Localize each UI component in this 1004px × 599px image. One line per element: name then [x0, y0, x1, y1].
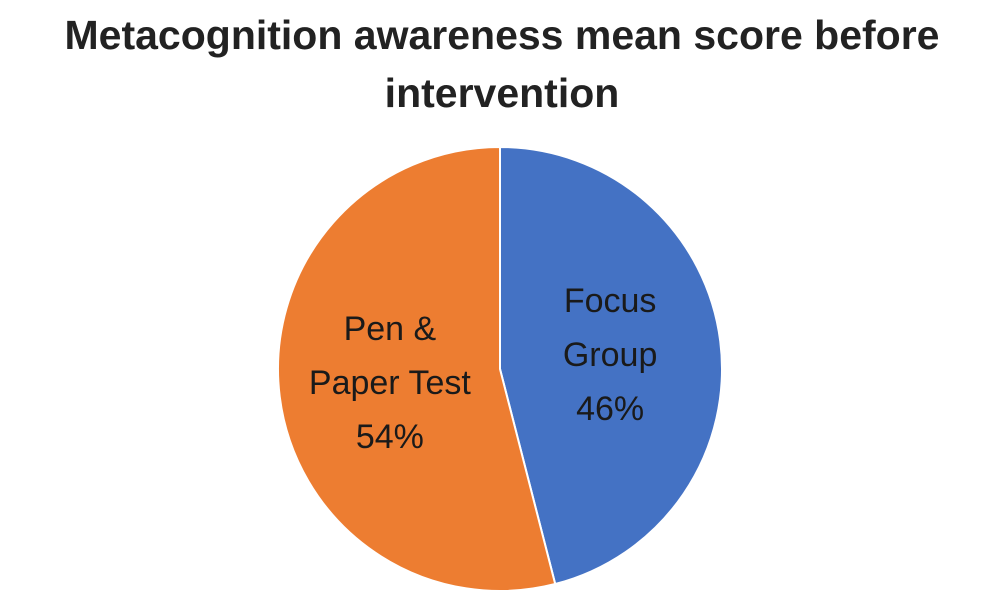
- category-label: Pen & Paper Test: [308, 309, 471, 402]
- slice-label: Focus Group 46%: [515, 274, 705, 436]
- value-label: 46%: [576, 390, 645, 429]
- pie-slice: [277, 145, 557, 592]
- chart-title: Metacognition awareness mean score befor…: [64, 12, 940, 116]
- value-label: 54%: [355, 417, 424, 456]
- category-label: Focus Group: [562, 282, 658, 375]
- slice-label: Pen & Paper Test 54%: [295, 302, 485, 464]
- pie-slice: [499, 145, 723, 586]
